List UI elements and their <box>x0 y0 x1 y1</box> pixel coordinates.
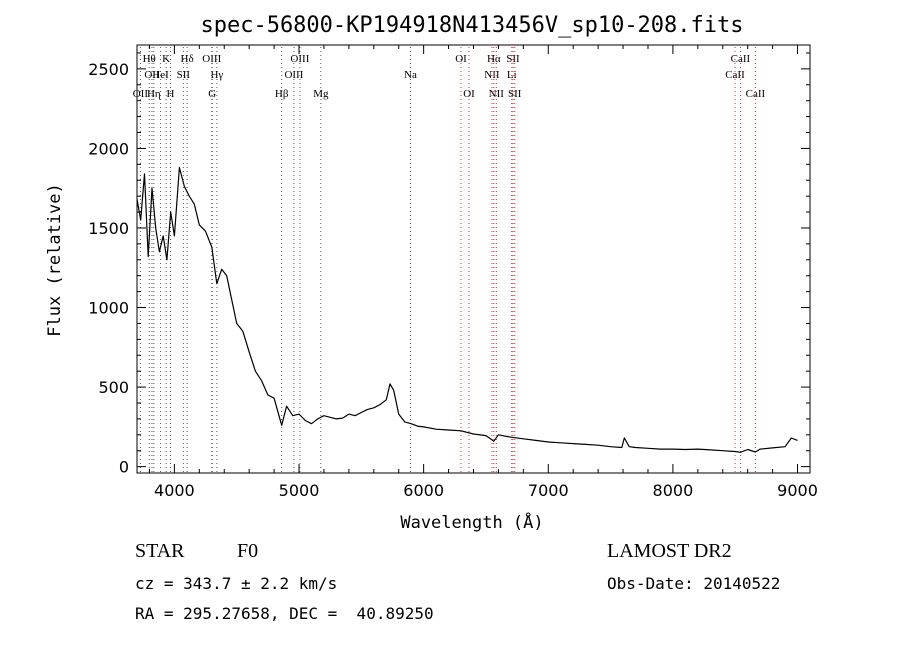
line-label: Hδ <box>181 53 194 65</box>
plot-frame <box>136 44 811 474</box>
line-label: Mg <box>313 88 329 100</box>
spectral-line-markers: OIIHθOIIHηHeIKSIIHHδOIIIHγGHβOIIIOIIIMgN… <box>133 47 766 473</box>
sky-coordinates: RA = 295.27658, DEC = 40.89250 <box>135 604 434 623</box>
line-label: SII <box>506 53 520 65</box>
y-axis-label: Flux (relative) <box>45 183 65 337</box>
object-subclass: F0 <box>237 540 259 562</box>
line-label: HeI <box>152 69 169 81</box>
x-axis-label: Wavelength (Å) <box>400 511 543 533</box>
y-tick-label: 1000 <box>88 299 129 318</box>
spectrum-series <box>136 166 798 453</box>
spectrum-line <box>136 166 798 453</box>
line-label: SII <box>508 88 522 100</box>
x-tick-label: 6000 <box>403 481 444 500</box>
line-label: CaII <box>746 88 766 100</box>
line-label: NII <box>489 88 505 100</box>
x-tick-label: 7000 <box>528 481 569 500</box>
observation-date: Obs-Date: 20140522 <box>607 574 781 593</box>
line-label: Hη <box>147 88 161 100</box>
line-label: SII <box>177 69 191 81</box>
line-label: OII <box>144 69 160 81</box>
axes: 4000 5000 6000 7000 8000 9000 0 500 1000 1500 2000… <box>88 45 818 500</box>
line-label: Li <box>507 69 517 81</box>
line-label: OI <box>455 53 467 65</box>
y-tick-label: 500 <box>98 378 129 397</box>
chart-title: spec-56800-KP194918N413456V_sp10-208.fit… <box>200 13 743 38</box>
line-label: OIII <box>284 69 303 81</box>
line-label: K <box>162 53 170 65</box>
x-tick-label: 5000 <box>279 481 320 500</box>
line-label: G <box>208 88 216 100</box>
y-tick-label: 1500 <box>88 219 129 238</box>
x-tick-label: 8000 <box>653 481 694 500</box>
line-label: H <box>167 88 175 100</box>
line-label: Hγ <box>210 69 223 81</box>
line-label: Na <box>404 69 417 81</box>
line-label: Hθ <box>143 53 156 65</box>
line-label: OI <box>463 88 475 100</box>
object-class: STAR <box>135 540 185 562</box>
line-label: OIII <box>290 53 309 65</box>
line-label: Hβ <box>275 88 289 100</box>
line-label: NII <box>484 69 500 81</box>
x-tick-label: 4000 <box>154 481 195 500</box>
line-label: CaII <box>731 53 751 65</box>
x-tick-label: 9000 <box>777 481 818 500</box>
redshift-velocity: cz = 343.7 ± 2.2 km/s <box>135 574 338 593</box>
line-label: Hα <box>487 53 501 65</box>
survey-name: LAMOST DR2 <box>607 540 732 562</box>
y-tick-label: 0 <box>119 458 129 477</box>
line-label: CaII <box>725 69 745 81</box>
y-tick-label: 2000 <box>88 139 129 158</box>
y-tick-label: 2500 <box>88 60 129 79</box>
